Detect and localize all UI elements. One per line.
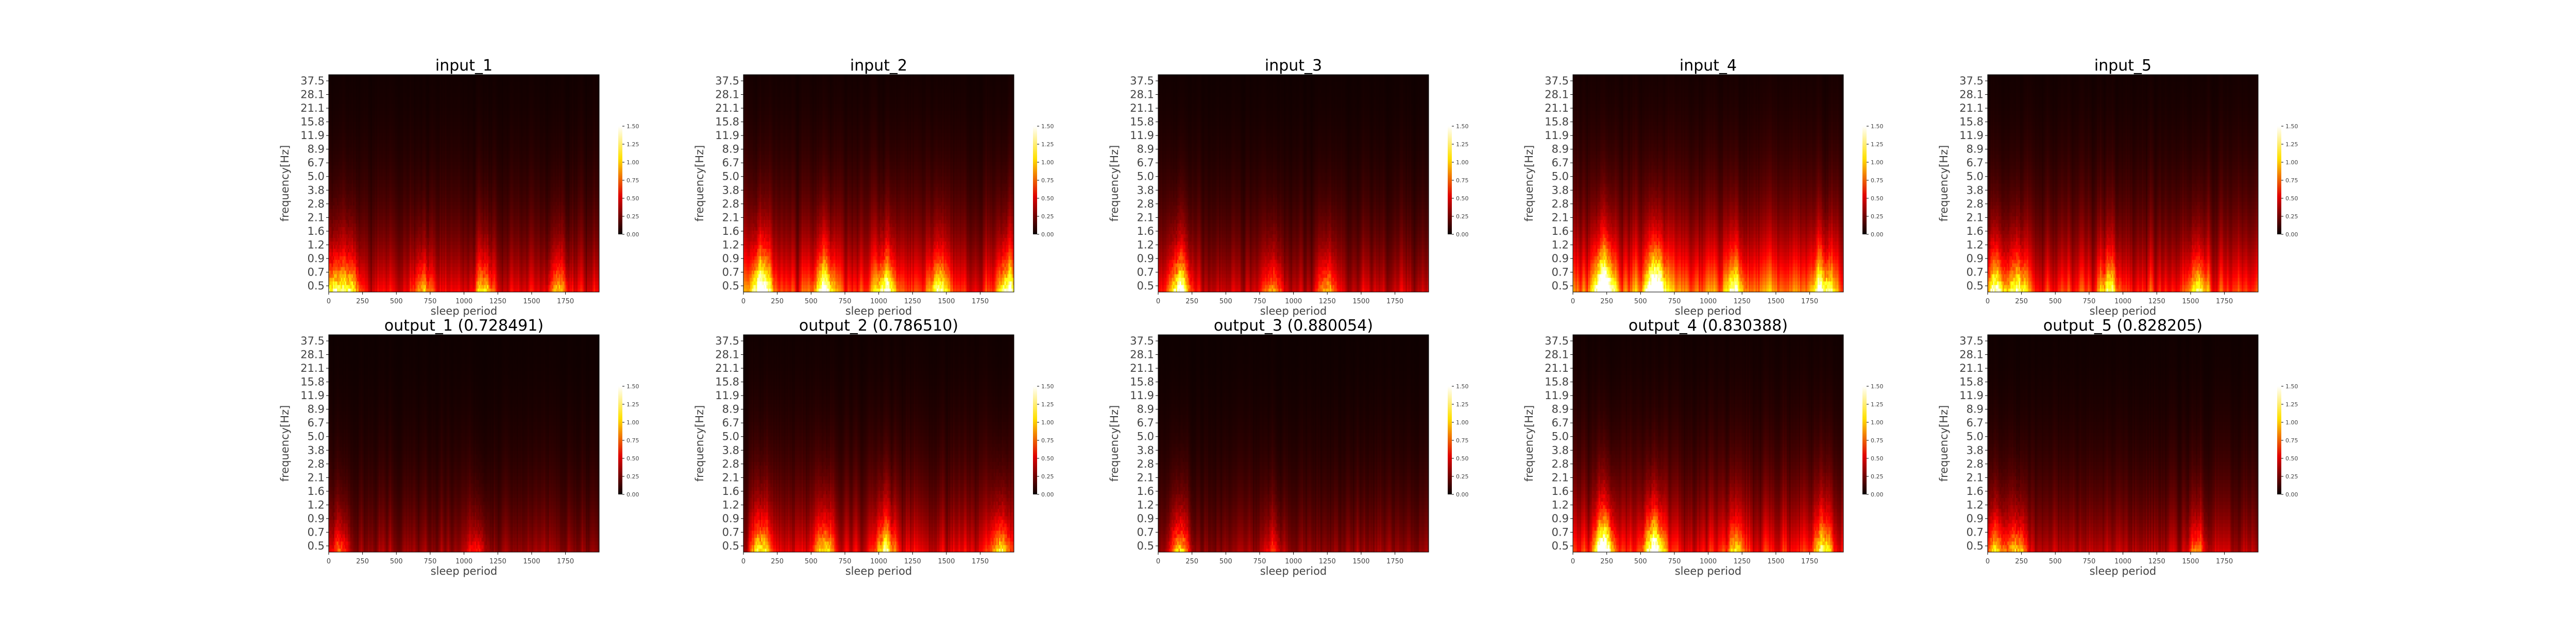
subplot: input_10.50.70.91.21.62.12.83.85.06.78.9… bbox=[279, 57, 639, 317]
heatmap-image bbox=[329, 75, 600, 293]
subplot-grid: input_10.50.70.91.21.62.12.83.85.06.78.9… bbox=[279, 57, 2298, 577]
